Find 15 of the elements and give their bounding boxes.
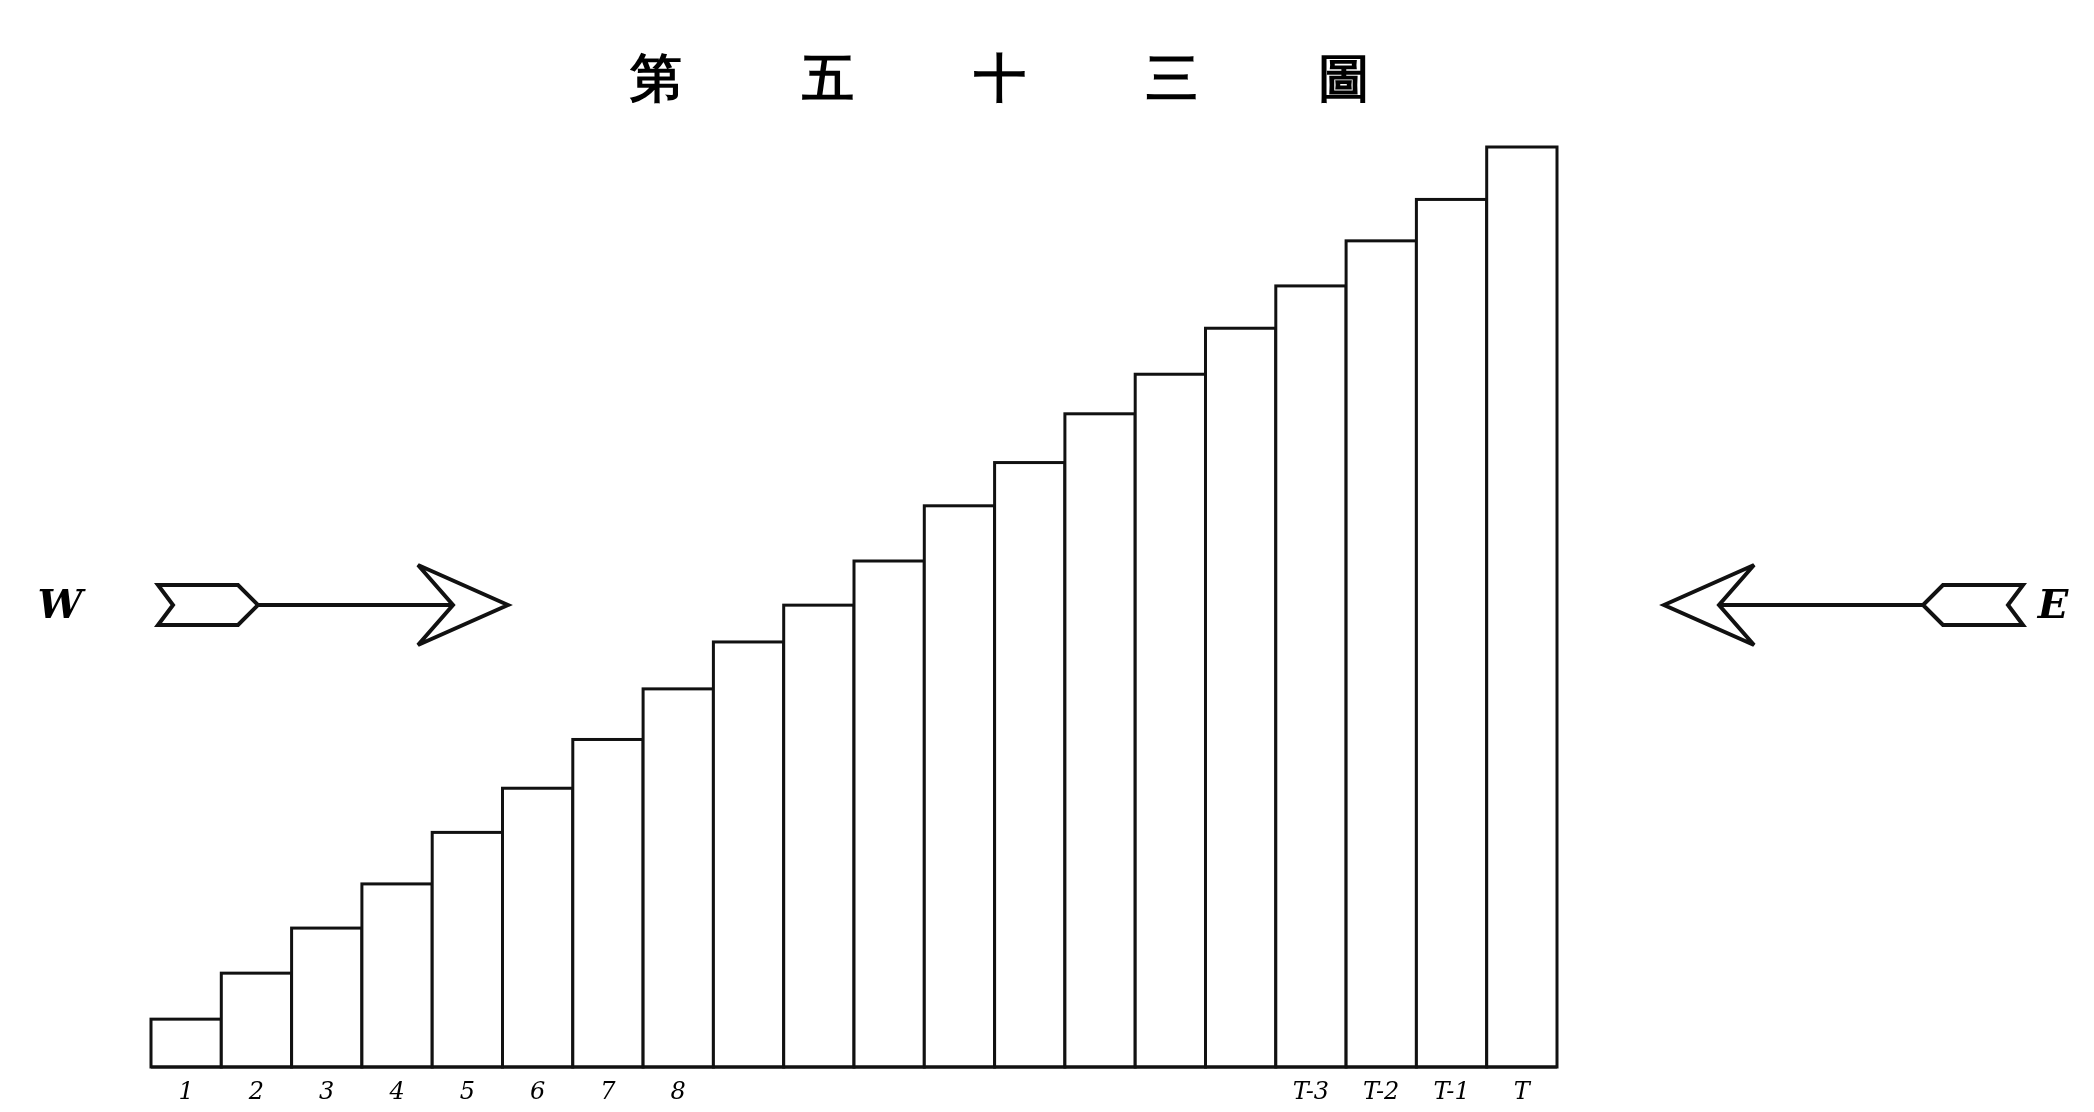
- x-tick-label: 1: [178, 1077, 194, 1105]
- text: E: [2036, 580, 2069, 627]
- x-tick-label: 3: [319, 1077, 335, 1105]
- x-tick-label: 8: [670, 1077, 686, 1105]
- x-tick-label: T-2: [1363, 1077, 1400, 1105]
- x-tick-label: 2: [247, 1077, 265, 1105]
- x-tick-label: 4: [388, 1077, 405, 1105]
- x-tick-label: 7: [600, 1077, 617, 1105]
- x-tick-label: T-1: [1433, 1077, 1470, 1105]
- x-tick-label: T-3: [1292, 1077, 1330, 1105]
- text: W: [37, 580, 87, 627]
- x-tick-label: 6: [530, 1077, 546, 1105]
- chart-title: 第五十三圖: [628, 47, 1490, 108]
- x-tick-label: 5: [459, 1077, 475, 1105]
- x-tick-label: T: [1513, 1077, 1532, 1105]
